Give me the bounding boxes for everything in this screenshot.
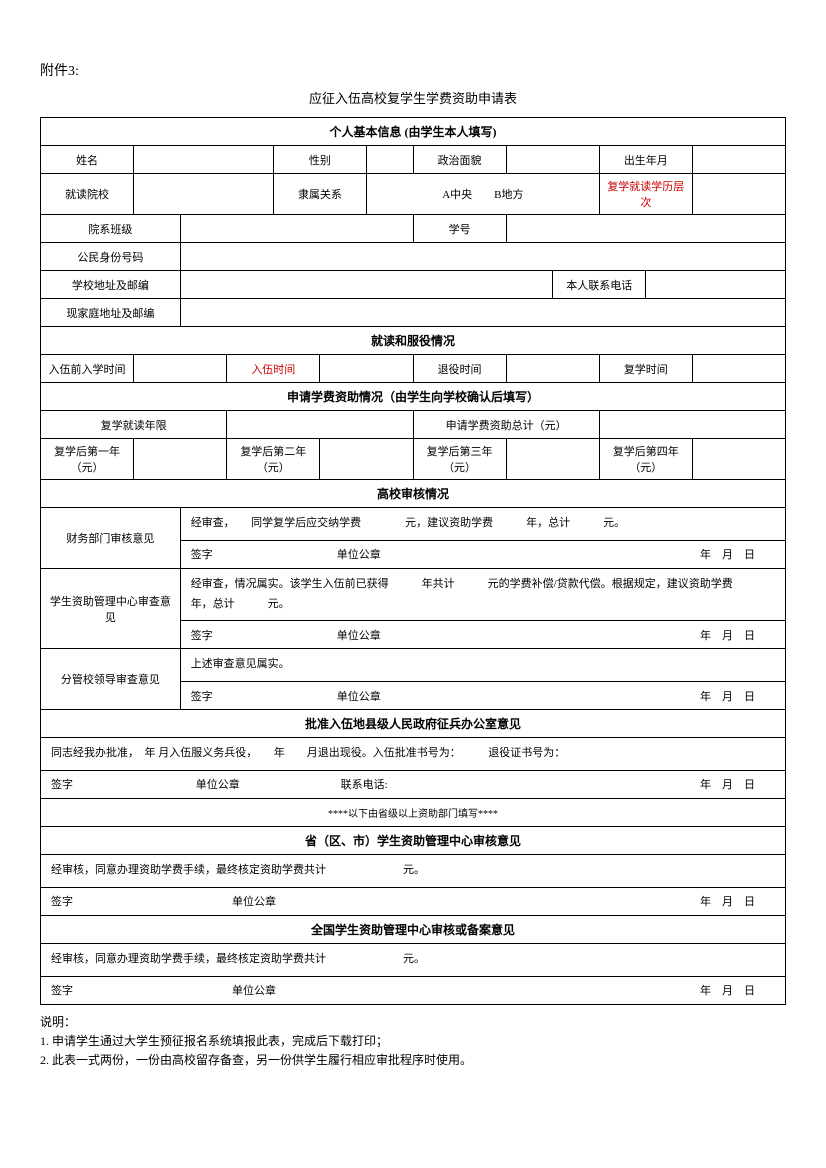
form-table: 个人基本信息 (由学生本人填写) 姓名 性别 政治面貌 出生年月 就读院校 隶属… [40,117,786,1005]
section7-text: 经审核，同意办理资助学费手续，最终核定资助学费共计 元。 [41,943,786,976]
date-label: 年 月 日 [558,982,775,998]
section2-header: 就读和服役情况 [41,327,786,355]
studentid-label: 学号 [413,215,506,243]
name-field[interactable] [134,146,274,174]
note-2: 2. 此表一式两份，一份由高校留存备查，另一份供学生履行相应审批程序时使用。 [40,1051,786,1070]
mgmt-sign-row: 签字 单位公章 年 月 日 [180,621,785,649]
studentid-field[interactable] [506,215,785,243]
birth-label: 出生年月 [599,146,692,174]
schooladdr-label: 学校地址及邮编 [41,271,181,299]
y4-label: 复学后第四年（元） [599,439,692,480]
section5-sign-row: 签字 单位公章 联系电话: 年 月 日 [41,770,786,798]
seal-label: 单位公章 [232,982,558,998]
finance-label: 财务部门审核意见 [41,508,181,569]
return-level-field[interactable] [692,174,785,215]
date-label: 年 月 日 [558,776,775,792]
doc-title: 应征入伍高校复学生学费资助申请表 [40,88,786,107]
mgmt-text: 经审查，情况属实。该学生入伍前已获得 年共计 元的学费补偿/贷款代偿。根据规定，… [180,568,785,621]
sign-label: 签字 [191,546,337,562]
date-label: 年 月 日 [600,546,775,562]
class-label: 院系班级 [41,215,181,243]
section3-header: 申请学费资助情况（由学生向学校确认后填写） [41,383,786,411]
relation-value[interactable]: A中央 B地方 [366,174,599,215]
y3-label: 复学后第三年（元） [413,439,506,480]
section6-text: 经审核，同意办理资助学费手续，最终核定资助学费共计 元。 [41,854,786,887]
contact-label: 联系电话: [341,776,558,792]
finance-text: 经审查， 同学复学后应交纳学费 元，建议资助学费 年，总计 元。 [180,508,785,541]
enlist-time-label: 入伍时间 [227,355,320,383]
mgmt-label: 学生资助管理中心审查意见 [41,568,181,649]
seal-label: 单位公章 [196,776,341,792]
leader-label: 分管校领导审查意见 [41,649,181,710]
y4-field[interactable] [692,439,785,480]
birth-field[interactable] [692,146,785,174]
attachment-label: 附件3: [40,60,786,80]
return-time-field[interactable] [692,355,785,383]
school-field[interactable] [134,174,274,215]
section5-header: 批准入伍地县级人民政府征兵办公室意见 [41,710,786,738]
sign-label: 签字 [51,776,196,792]
discharge-time-field[interactable] [506,355,599,383]
finance-sign-row: 签字 单位公章 年 月 日 [180,540,785,568]
enroll-before-field[interactable] [134,355,227,383]
political-label: 政治面貌 [413,146,506,174]
citizenid-field[interactable] [180,243,785,271]
sign-label: 签字 [51,982,232,998]
notes-section: 说明： 1. 申请学生通过大学生预征报名系统填报此表，完成后下载打印； 2. 此… [40,1013,786,1071]
y3-field[interactable] [506,439,599,480]
class-field[interactable] [180,215,413,243]
y2-field[interactable] [320,439,413,480]
political-field[interactable] [506,146,599,174]
sign-label: 签字 [51,893,232,909]
separator: ****以下由省级以上资助部门填写**** [41,798,786,826]
phone-field[interactable] [646,271,786,299]
note-1: 1. 申请学生通过大学生预征报名系统填报此表，完成后下载打印； [40,1032,786,1051]
discharge-time-label: 退役时间 [413,355,506,383]
schooladdr-field[interactable] [180,271,553,299]
section1-header: 个人基本信息 (由学生本人填写) [41,118,786,146]
sign-label: 签字 [191,627,337,643]
seal-label: 单位公章 [337,688,600,704]
enlist-time-field[interactable] [320,355,413,383]
homeaddr-field[interactable] [180,299,785,327]
sign-label: 签字 [191,688,337,704]
section6-header: 省（区、市）学生资助管理中心审核意见 [41,826,786,854]
date-label: 年 月 日 [600,688,775,704]
total-apply-field[interactable] [599,411,785,439]
section7-sign-row: 签字 单位公章 年 月 日 [41,976,786,1004]
gender-field[interactable] [366,146,413,174]
notes-label: 说明： [40,1013,786,1032]
return-time-label: 复学时间 [599,355,692,383]
seal-label: 单位公章 [232,893,558,909]
section5-text: 同志经我办批准， 年 月入伍服义务兵役， 年 月退出现役。入伍批准书号为： 退役… [41,738,786,771]
section7-header: 全国学生资助管理中心审核或备案意见 [41,915,786,943]
name-label: 姓名 [41,146,134,174]
homeaddr-label: 现家庭地址及邮编 [41,299,181,327]
total-apply-label: 申请学费资助总计（元） [413,411,599,439]
date-label: 年 月 日 [600,627,775,643]
y1-label: 复学后第一年（元） [41,439,134,480]
phone-label: 本人联系电话 [553,271,646,299]
date-label: 年 月 日 [558,893,775,909]
y1-field[interactable] [134,439,227,480]
y2-label: 复学后第二年（元） [227,439,320,480]
school-label: 就读院校 [41,174,134,215]
gender-label: 性别 [273,146,366,174]
leader-text: 上述审查意见属实。 [180,649,785,682]
enroll-before-label: 入伍前入学时间 [41,355,134,383]
section6-sign-row: 签字 单位公章 年 月 日 [41,887,786,915]
leader-sign-row: 签字 单位公章 年 月 日 [180,682,785,710]
return-level-label: 复学就读学历层次 [599,174,692,215]
citizenid-label: 公民身份号码 [41,243,181,271]
return-years-label: 复学就读年限 [41,411,227,439]
seal-label: 单位公章 [337,627,600,643]
section4-header: 高校审核情况 [41,480,786,508]
relation-label: 隶属关系 [273,174,366,215]
return-years-field[interactable] [227,411,413,439]
seal-label: 单位公章 [337,546,600,562]
